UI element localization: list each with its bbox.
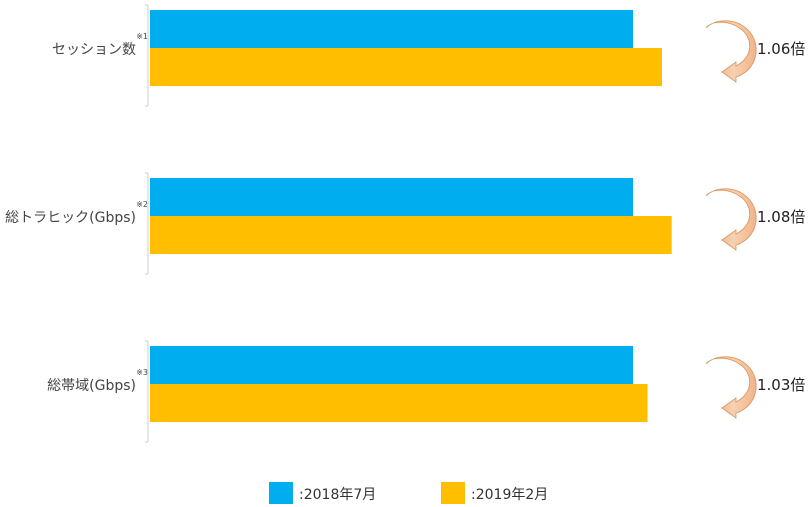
- curved-arrow-icon: [705, 356, 757, 419]
- legend-swatch: [441, 482, 465, 504]
- category-group: セッション数※1 1.06倍: [52, 4, 805, 107]
- footnote-marker: ※3: [136, 368, 148, 377]
- ratio-label: 1.06倍: [757, 40, 805, 58]
- category-label: セッション数: [52, 42, 136, 58]
- ratio-label: 1.08倍: [757, 208, 805, 226]
- footnote-marker: ※2: [136, 200, 148, 209]
- bar: [150, 10, 633, 48]
- category-label: 総帯域(Gbps): [47, 378, 136, 394]
- legend-swatch: [269, 482, 293, 504]
- legend-item: :2018年7月: [269, 482, 376, 504]
- curved-arrow-shape: [705, 188, 757, 251]
- bar: [150, 216, 672, 254]
- legend-label: :2018年7月: [299, 487, 376, 503]
- curved-arrow-shape: [705, 356, 757, 419]
- ratio-label: 1.03倍: [757, 376, 805, 394]
- curved-arrow-shape: [705, 20, 757, 83]
- bar: [150, 346, 633, 384]
- curved-arrow-icon: [705, 20, 757, 83]
- curved-arrow-icon: [705, 188, 757, 251]
- legend-item: :2019年2月: [441, 482, 548, 504]
- category-label: 総トラヒック(Gbps): [5, 210, 136, 226]
- legend-label: :2019年2月: [471, 487, 548, 503]
- category-group: 総トラヒック(Gbps)※2 1.08倍: [5, 172, 805, 275]
- bar: [150, 384, 648, 422]
- legend: :2018年7月 :2019年2月: [269, 482, 548, 504]
- footnote-marker: ※1: [136, 32, 148, 41]
- category-group: 総帯域(Gbps)※3 1.03倍: [47, 340, 805, 443]
- bar: [150, 178, 633, 216]
- bar: [150, 48, 662, 86]
